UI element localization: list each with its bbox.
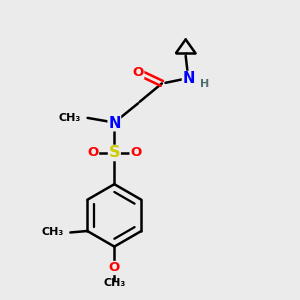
Text: CH₃: CH₃: [41, 227, 64, 238]
Text: CH₃: CH₃: [103, 278, 125, 289]
Text: O: O: [109, 262, 120, 275]
Text: H: H: [200, 79, 209, 89]
Text: O: O: [133, 66, 144, 79]
Text: O: O: [87, 146, 99, 160]
Text: S: S: [109, 146, 120, 160]
Text: O: O: [130, 146, 141, 160]
Text: CH₃: CH₃: [58, 113, 81, 123]
Text: N: N: [182, 71, 195, 86]
Text: N: N: [108, 116, 121, 131]
